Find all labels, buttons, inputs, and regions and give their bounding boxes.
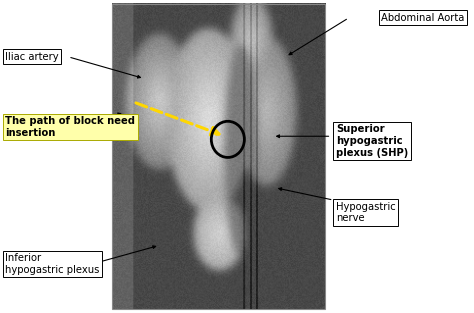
Text: Iliac artery: Iliac artery bbox=[5, 52, 59, 62]
Text: Inferior
hypogastric plexus: Inferior hypogastric plexus bbox=[5, 253, 100, 275]
Text: Abdominal Aorta: Abdominal Aorta bbox=[382, 13, 465, 23]
Text: Hypogastric
nerve: Hypogastric nerve bbox=[336, 202, 395, 223]
Text: The path of block need
insertion: The path of block need insertion bbox=[5, 116, 135, 138]
Text: Superior
hypogastric
plexus (SHP): Superior hypogastric plexus (SHP) bbox=[336, 124, 408, 157]
Bar bbox=[112, 4, 325, 309]
